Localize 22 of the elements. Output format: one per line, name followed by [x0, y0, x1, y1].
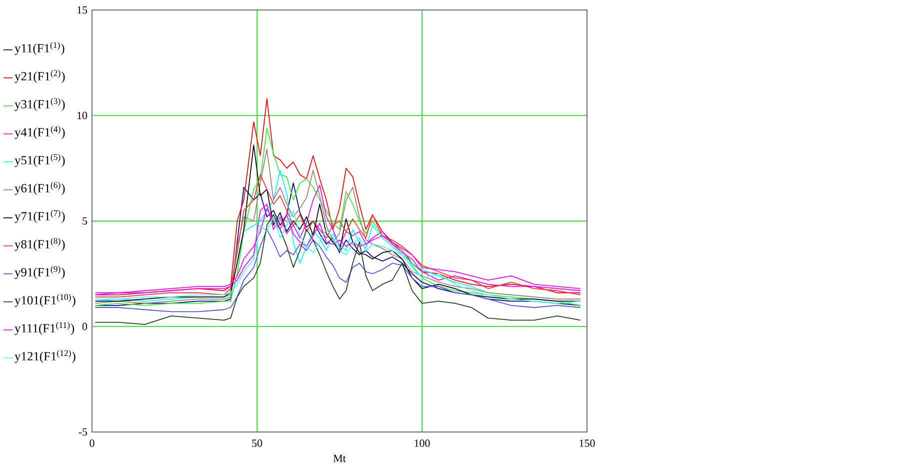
x-tick-label: 100: [414, 440, 430, 447]
legend-label: y31(F1$^{(3)}$): [14, 98, 65, 111]
legend-label: y101(F1$^{(10)}$): [14, 294, 76, 307]
y-tick-label: 15: [77, 6, 88, 14]
x-axis-title: Mt: [333, 454, 346, 462]
y-tick-label: 10: [77, 112, 88, 120]
y-tick-label: 0: [82, 322, 88, 330]
legend-label: y21(F1$^{(2)}$): [14, 70, 65, 83]
legend-label: y61(F1$^{(6)}$): [14, 182, 65, 195]
y-tick-label: 5: [82, 217, 88, 225]
legend-label: y51(F1$^{(5)}$): [14, 154, 65, 167]
legend-label: y41(F1$^{(4)}$): [14, 126, 65, 139]
y-tick-label: -5: [78, 428, 88, 436]
x-tick-label: 0: [90, 440, 94, 447]
legend-label: y111(F1$^{(11)}$): [14, 322, 74, 335]
legend-label: y71(F1$^{(7)}$): [14, 210, 65, 223]
x-tick-label: 50: [252, 440, 262, 447]
legend-label: y121(F1$^{(12)}$): [14, 350, 76, 363]
legend-label: y81(F1$^{(8)}$): [14, 238, 65, 251]
x-tick-label: 150: [580, 440, 595, 447]
legend-label: y91(F1$^{(9)}$): [14, 266, 65, 279]
legend-label: y11(F1$^{(1)}$): [14, 42, 64, 55]
